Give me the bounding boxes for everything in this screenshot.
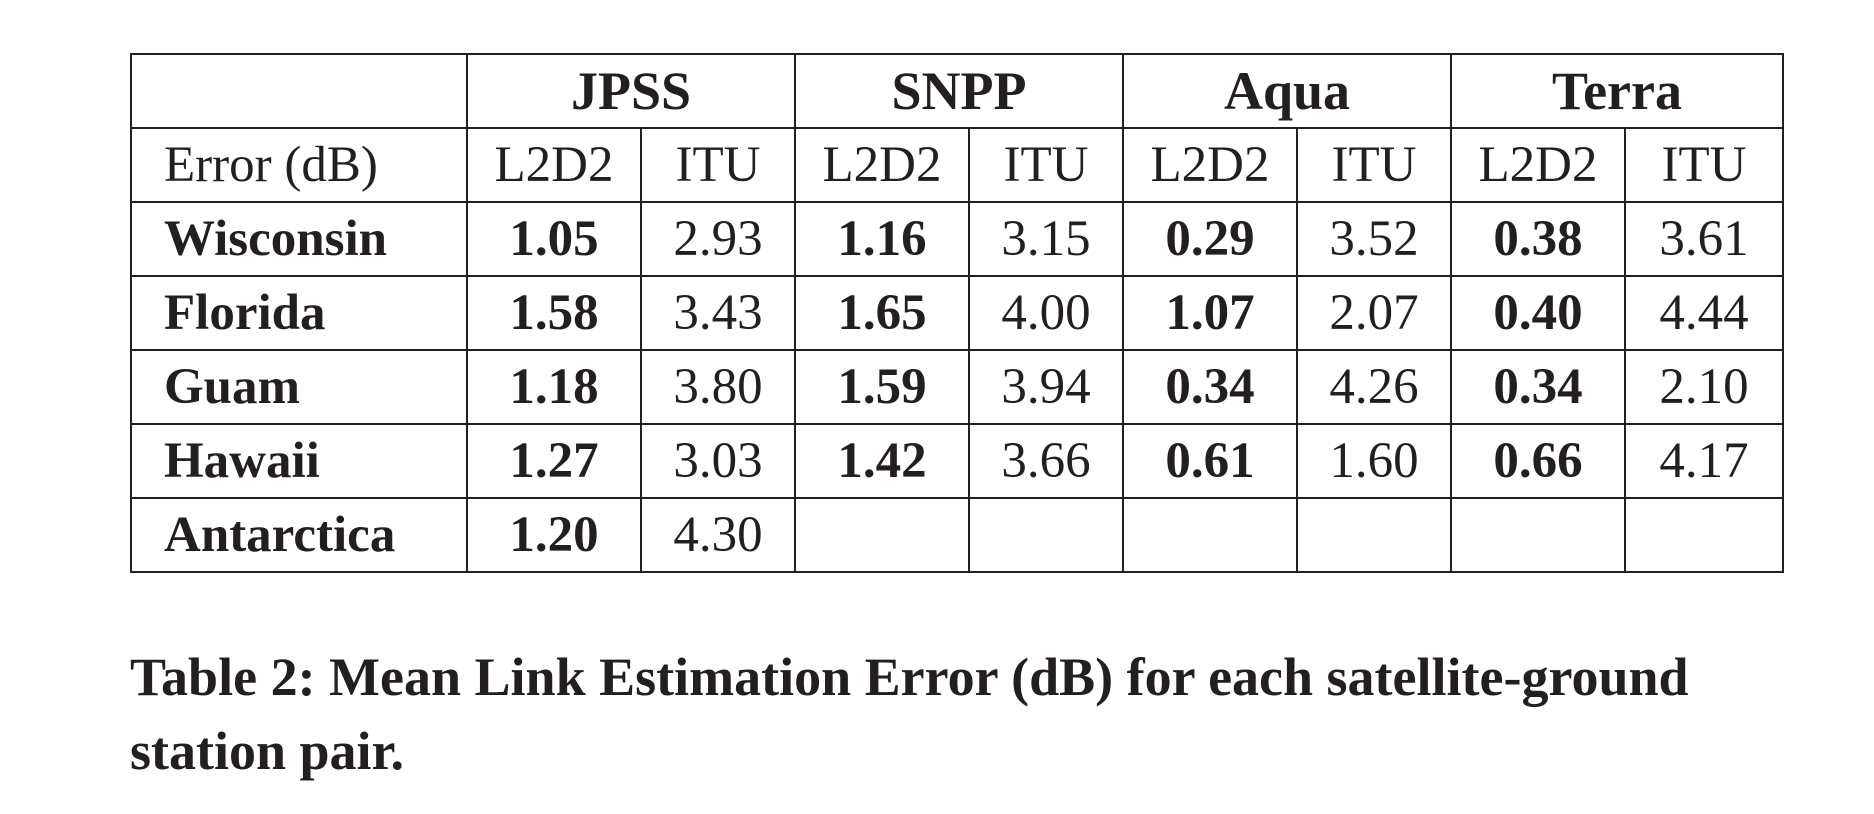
method-header: ITU [1624, 127, 1784, 203]
table-row: Antarctica 1.20 4.30 [130, 497, 1784, 573]
table-cell: 3.66 [968, 423, 1124, 499]
table-cell: 0.40 [1450, 275, 1626, 351]
table-cell: 2.93 [640, 201, 796, 277]
table-cell: 4.44 [1624, 275, 1784, 351]
method-header: ITU [640, 127, 796, 203]
table-cell: 1.59 [794, 349, 970, 425]
table-cell: 3.80 [640, 349, 796, 425]
metric-label: Error (dB) [130, 127, 468, 203]
table-cell [968, 497, 1124, 573]
results-table: JPSS SNPP Aqua Terra Error (dB) L2D2 ITU… [130, 53, 1784, 573]
method-header: ITU [1296, 127, 1452, 203]
table-cell: 0.61 [1122, 423, 1298, 499]
table-cell: 3.43 [640, 275, 796, 351]
table-cell: 3.94 [968, 349, 1124, 425]
table-cell: 0.66 [1450, 423, 1626, 499]
method-header: L2D2 [466, 127, 642, 203]
table-cell [1450, 497, 1626, 573]
table-cell: 0.34 [1450, 349, 1626, 425]
method-header: L2D2 [1122, 127, 1298, 203]
table-cell: 1.27 [466, 423, 642, 499]
table-row: Guam 1.18 3.80 1.59 3.94 0.34 4.26 0.34 … [130, 349, 1784, 425]
method-header: L2D2 [794, 127, 970, 203]
table-cell: 2.07 [1296, 275, 1452, 351]
table-cell: 1.58 [466, 275, 642, 351]
satellite-header: Aqua [1122, 53, 1452, 129]
satellite-header-row: JPSS SNPP Aqua Terra [130, 53, 1784, 129]
table-cell: 0.34 [1122, 349, 1298, 425]
table-cell: 1.42 [794, 423, 970, 499]
table-cell: 4.00 [968, 275, 1124, 351]
table-row: Florida 1.58 3.43 1.65 4.00 1.07 2.07 0.… [130, 275, 1784, 351]
method-header: ITU [968, 127, 1124, 203]
satellite-header: SNPP [794, 53, 1124, 129]
table-cell: 0.29 [1122, 201, 1298, 277]
table-cell: 1.18 [466, 349, 642, 425]
station-label: Florida [130, 275, 468, 351]
table-caption: Table 2: Mean Link Estimation Error (dB)… [130, 647, 1689, 781]
table-cell [1296, 497, 1452, 573]
table-cell: 4.17 [1624, 423, 1784, 499]
table-cell: 4.30 [640, 497, 796, 573]
table-cell [794, 497, 970, 573]
table-cell [1122, 497, 1298, 573]
table-cell: 1.65 [794, 275, 970, 351]
table-cell: 3.03 [640, 423, 796, 499]
table-cell: 1.05 [466, 201, 642, 277]
table-cell: 1.20 [466, 497, 642, 573]
table-cell: 1.07 [1122, 275, 1298, 351]
station-label: Antarctica [130, 497, 468, 573]
satellite-header: JPSS [466, 53, 796, 129]
method-header: L2D2 [1450, 127, 1626, 203]
table-row: Hawaii 1.27 3.03 1.42 3.66 0.61 1.60 0.6… [130, 423, 1784, 499]
table-cell: 3.15 [968, 201, 1124, 277]
table-cell: 1.60 [1296, 423, 1452, 499]
satellite-header: Terra [1450, 53, 1784, 129]
table-cell: 3.52 [1296, 201, 1452, 277]
table-cell: 4.26 [1296, 349, 1452, 425]
table-cell: 2.10 [1624, 349, 1784, 425]
table-cell: 3.61 [1624, 201, 1784, 277]
station-label: Wisconsin [130, 201, 468, 277]
method-header-row: Error (dB) L2D2 ITU L2D2 ITU L2D2 ITU L2… [130, 127, 1784, 203]
station-label: Guam [130, 349, 468, 425]
table-row: Wisconsin 1.05 2.93 1.16 3.15 0.29 3.52 … [130, 201, 1784, 277]
table-cell: 1.16 [794, 201, 970, 277]
table-cell [1624, 497, 1784, 573]
table-cell: 0.38 [1450, 201, 1626, 277]
station-label: Hawaii [130, 423, 468, 499]
corner-cell [130, 53, 468, 129]
